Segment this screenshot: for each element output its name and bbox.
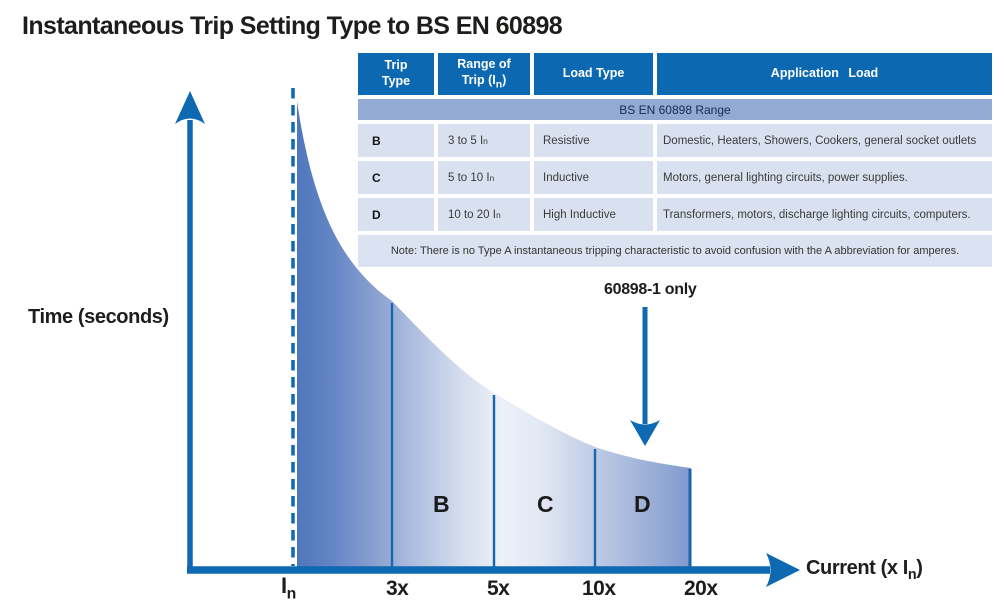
header-range-line1: Range of <box>457 56 511 71</box>
header-range-line2: Trip (I <box>461 72 496 87</box>
x-axis-label-close: ) <box>916 557 923 579</box>
cell-type: D <box>358 198 434 231</box>
cell-range-text: 3 to 5 I <box>448 134 484 147</box>
x-axis-label-sub: n <box>907 567 917 583</box>
header-range-sub: n <box>495 79 503 91</box>
cell-range-text: 10 to 20 I <box>448 208 496 221</box>
annotation-60898-1-only: 60898-1 only <box>604 281 697 298</box>
y-axis-label: Time (seconds) <box>28 306 169 328</box>
band-bs-en-60898-range: BS EN 60898 Range <box>358 99 992 120</box>
region-label-c: C <box>537 491 554 517</box>
tick-in-sub: n <box>286 585 297 603</box>
cell-application: Transformers, motors, discharge lighting… <box>657 198 992 231</box>
header-trip-type-line2: Type <box>381 74 411 88</box>
trip-area <box>297 101 691 568</box>
header-trip-type: Trip Type <box>358 53 434 95</box>
cell-type: B <box>358 124 434 157</box>
tick-in: In <box>281 573 296 603</box>
tick-3x: 3x <box>386 577 409 600</box>
annotation-arrow-head <box>630 420 660 446</box>
header-application-load: Application Load <box>657 53 992 95</box>
cell-load: Inductive <box>534 161 653 194</box>
x-axis-label: Current (x In) <box>806 557 923 583</box>
tick-in-text: I <box>281 573 287 598</box>
cell-application: Domestic, Heaters, Showers, Cookers, gen… <box>657 124 992 157</box>
cell-load: Resistive <box>534 124 653 157</box>
cell-type: C <box>358 161 434 194</box>
tick-5x: 5x <box>487 577 510 600</box>
tick-10x: 10x <box>582 577 616 600</box>
cell-range-sub: n <box>489 172 495 183</box>
cell-application: Motors, general lighting circuits, power… <box>657 161 992 194</box>
region-label-d: D <box>634 491 651 517</box>
header-range-of-trip: Range of Trip (In) <box>438 53 530 95</box>
header-load-type: Load Type <box>534 53 653 95</box>
cell-range-sub: n <box>495 209 501 220</box>
page-title: Instantaneous Trip Setting Type to BS EN… <box>22 12 563 40</box>
region-label-b: B <box>433 491 450 517</box>
tick-20x: 20x <box>684 577 718 600</box>
x-axis-arrowhead <box>766 553 800 587</box>
table-header-row: Trip Type Range of Trip (In) Load Type A… <box>358 53 992 95</box>
x-axis-label-text: Current (x I <box>806 557 908 579</box>
cell-range-text: 5 to 10 I <box>448 171 490 184</box>
header-range-close: ) <box>502 72 507 87</box>
cell-range-sub: n <box>483 135 488 146</box>
table-note: Note: There is no Type A instantaneous t… <box>358 235 992 267</box>
cell-load: High Inductive <box>534 198 653 231</box>
header-trip-type-line1: Trip <box>384 58 408 73</box>
y-axis-arrowhead <box>175 91 205 124</box>
trip-type-table: Trip Type Range of Trip (In) Load Type A… <box>358 53 992 267</box>
